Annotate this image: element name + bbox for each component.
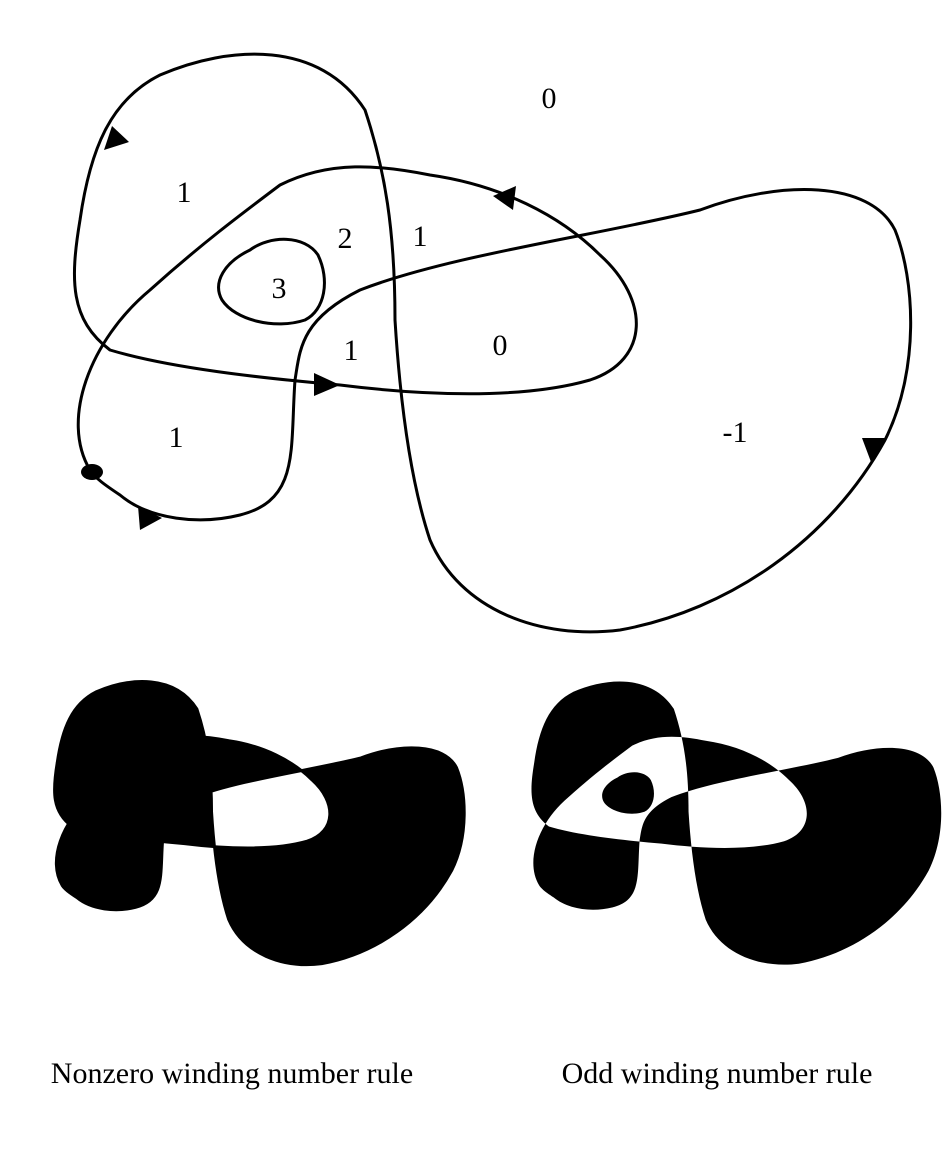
arrow-upper-left [104,126,129,150]
region-label-upper-left: 1 [177,176,192,209]
arrow-lower-left [138,506,162,530]
region-label-center: 1 [344,334,359,367]
arrow-upper-right [493,186,516,210]
caption-nonzero: Nonzero winding number rule [51,1057,413,1090]
region-label-right-lobe: -1 [723,416,748,449]
region-label-outside: 0 [542,82,557,115]
nonzero-fill-diagram [53,680,466,967]
region-label-right-of-two: 1 [413,220,428,253]
region-label-inner-loop: 3 [272,272,287,305]
caption-odd: Odd winding number rule [562,1057,873,1090]
arrow-right [862,438,886,462]
arrow-center [314,373,340,396]
region-label-overlap-two: 2 [338,222,353,255]
region-label-center-right: 0 [493,329,508,362]
odd-filled-shape [531,681,942,965]
region-label-lower-left: 1 [169,421,184,454]
top-diagram: 0 1 2 1 3 1 0 1 -1 [72,52,913,634]
nonzero-filled-shape [53,680,466,967]
odd-fill-diagram [531,681,942,965]
start-point-dot [81,464,103,480]
